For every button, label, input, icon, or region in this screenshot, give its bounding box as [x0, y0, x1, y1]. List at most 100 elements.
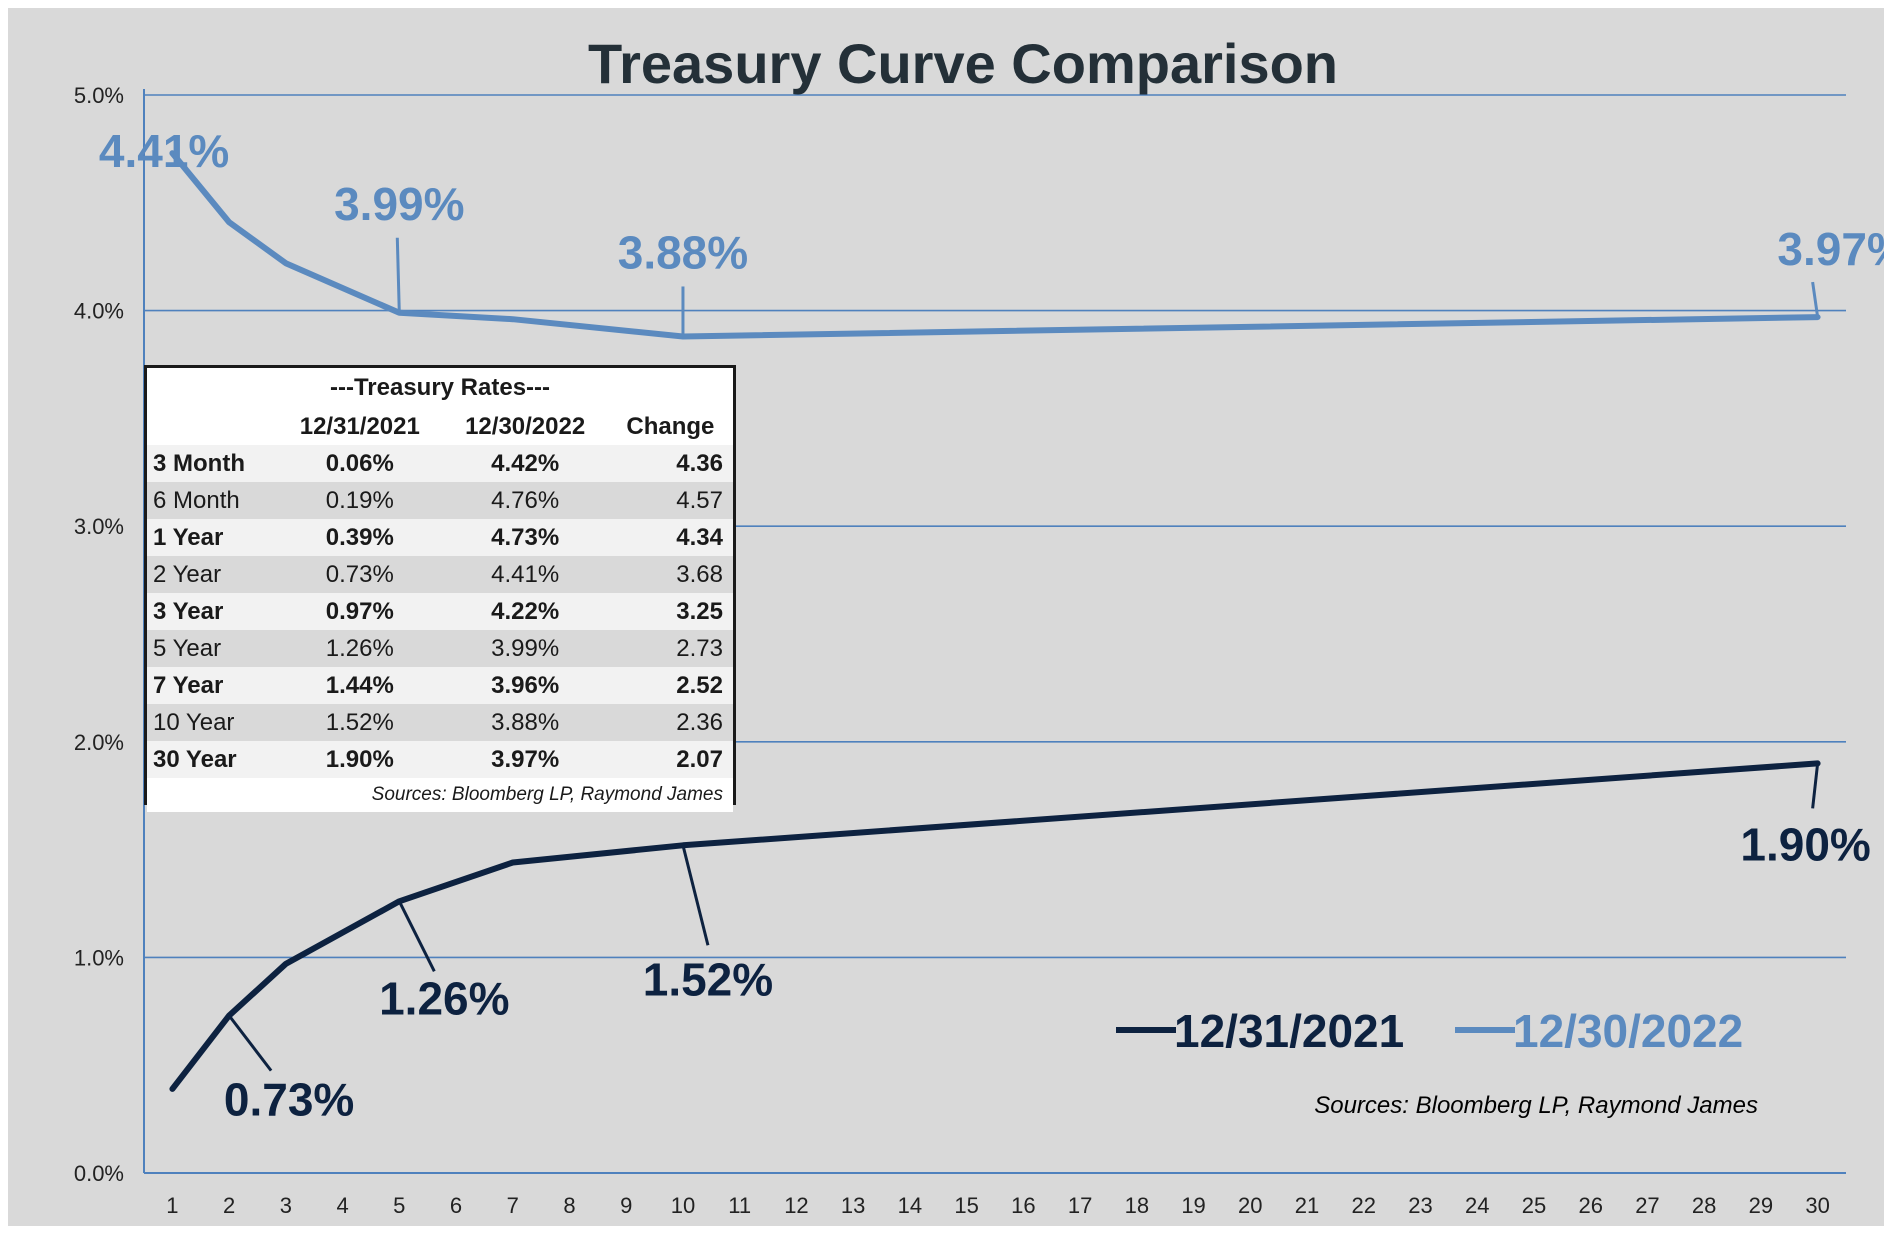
x-tick-label: 14	[898, 1193, 922, 1218]
y-tick-label: 2.0%	[74, 730, 124, 755]
table-cell: 2.36	[607, 704, 733, 741]
table-cell: 3.68	[607, 556, 733, 593]
table-row: 10 Year 1.52% 3.88% 2.36	[147, 704, 733, 741]
table-cell: 0.97%	[277, 593, 443, 630]
table-cell: 3 Month	[147, 445, 278, 482]
y-tick-label: 1.0%	[74, 945, 124, 970]
table-cell: 4.76%	[442, 482, 608, 519]
x-tick-label: 29	[1749, 1193, 1773, 1218]
x-tick-label: 3	[280, 1193, 292, 1218]
y-tick-label: 0.0%	[74, 1161, 124, 1186]
data-point	[511, 317, 515, 321]
table-cell: 2.07	[607, 741, 733, 778]
table-row: 5 Year 1.26% 3.99% 2.73	[147, 630, 733, 667]
x-tick-label: 10	[671, 1193, 695, 1218]
x-tick-label: 22	[1352, 1193, 1376, 1218]
table-header-cell: 12/30/2022	[442, 408, 608, 445]
chart-panel: 0.0% 1.0% 2.0% 3.0% 4.0% 5.0% 1 2 3 4 5 6 7 8 9 10 11 12 1…	[8, 8, 1884, 1226]
legend: 12/31/2021 12/30/2022	[1116, 1005, 1743, 1057]
data-point	[284, 962, 288, 966]
legend-label: 12/30/2022	[1513, 1005, 1743, 1057]
table-cell: 4.36	[607, 445, 733, 482]
x-tick-label: 13	[841, 1193, 865, 1218]
x-tick-label: 8	[563, 1193, 575, 1218]
x-tick-label: 18	[1125, 1193, 1149, 1218]
callout-leader	[1811, 763, 1820, 809]
table-source-row: Sources: Bloomberg LP, Raymond James	[147, 778, 733, 812]
x-tick-label: 28	[1692, 1193, 1716, 1218]
table-source-note: Sources: Bloomberg LP, Raymond James	[147, 778, 733, 812]
data-point	[170, 151, 174, 155]
x-tick-label: 7	[507, 1193, 519, 1218]
table-cell: 5 Year	[147, 630, 278, 667]
x-tick-label: 21	[1295, 1193, 1319, 1218]
table-row: 7 Year 1.44% 3.96% 2.52	[147, 667, 733, 704]
x-tick-label: 15	[954, 1193, 978, 1218]
x-tick-label: 12	[784, 1193, 808, 1218]
x-tick-label: 19	[1181, 1193, 1205, 1218]
callout-label: 3.88%	[618, 226, 748, 278]
x-tick-label: 1	[166, 1193, 178, 1218]
table-cell: 4.22%	[442, 593, 608, 630]
legend-label: 12/31/2021	[1174, 1005, 1404, 1057]
table-cell: 1.26%	[277, 630, 443, 667]
table-cell: 4.42%	[442, 445, 608, 482]
x-tick-label: 23	[1408, 1193, 1432, 1218]
table-row: 3 Month 0.06% 4.42% 4.36	[147, 445, 733, 482]
table-row: 2 Year 0.73% 4.41% 3.68	[147, 556, 733, 593]
rates-table-grid: ---Treasury Rates--- 12/31/2021 12/30/20…	[147, 368, 733, 812]
table-cell: 0.06%	[277, 445, 443, 482]
y-tick-label: 5.0%	[74, 83, 124, 108]
table-row: 3 Year 0.97% 4.22% 3.25	[147, 593, 733, 630]
chart-source-note: Sources: Bloomberg LP, Raymond James	[1314, 1092, 1758, 1119]
table-caption: ---Treasury Rates---	[147, 368, 733, 408]
callout-leader	[395, 237, 401, 313]
table-header-row: 12/31/2021 12/30/2022 Change	[147, 408, 733, 445]
callout-label: 1.52%	[643, 953, 773, 1005]
table-cell: 4.73%	[442, 519, 608, 556]
x-tick-label: 24	[1465, 1193, 1489, 1218]
data-point	[284, 261, 288, 265]
y-tick-label: 4.0%	[74, 299, 124, 324]
callout-label: 3.99%	[334, 178, 464, 230]
x-tick-label: 2	[223, 1193, 235, 1218]
table-row: 30 Year 1.90% 3.97% 2.07	[147, 741, 733, 778]
callout-label: 0.73%	[224, 1074, 354, 1126]
table-cell: 2 Year	[147, 556, 278, 593]
x-tick-label: 4	[336, 1193, 348, 1218]
table-cell: 4.34	[607, 519, 733, 556]
table-cell: 2.52	[607, 667, 733, 704]
table-cell: 6 Month	[147, 482, 278, 519]
table-cell: 4.41%	[442, 556, 608, 593]
table-cell: 3.97%	[442, 741, 608, 778]
callout-label: 1.26%	[379, 972, 509, 1024]
x-tick-label: 9	[620, 1193, 632, 1218]
table-header-cell	[147, 408, 278, 445]
data-point	[170, 1087, 174, 1091]
callout-leader	[397, 900, 436, 973]
data-point	[511, 861, 515, 865]
table-cell: 0.73%	[277, 556, 443, 593]
data-callouts: 0.73% 1.26% 1.52% 1.90% 4.41% 3.99% 3.88% 3.97%	[99, 125, 1884, 1125]
table-cell: 3 Year	[147, 593, 278, 630]
callout-label: 1.90%	[1740, 818, 1870, 870]
table-cell: 3.96%	[442, 667, 608, 704]
axes: 0.0%1.0%2.0%3.0%4.0%5.0%1 2 3 4 5 6 7 8 9 10 11 12 1…	[74, 83, 1846, 1218]
x-tick-label: 16	[1011, 1193, 1035, 1218]
x-tick-label: 11	[728, 1193, 751, 1218]
chart-title: Treasury Curve Comparison	[588, 32, 1338, 95]
x-tick-label: 6	[450, 1193, 462, 1218]
x-tick-label: 27	[1635, 1193, 1659, 1218]
x-tick-label: 26	[1578, 1193, 1602, 1218]
treasury-rates-table: ---Treasury Rates--- 12/31/2021 12/30/20…	[144, 365, 736, 812]
table-cell: 0.39%	[277, 519, 443, 556]
table-row: 6 Month 0.19% 4.76% 4.57	[147, 482, 733, 519]
callout-label: 3.97%	[1777, 223, 1884, 275]
table-cell: 1.90%	[277, 741, 443, 778]
treasury-curve-chart: 0.0%1.0%2.0%3.0%4.0%5.0%1 2 3 4 5 6 7 8 9 10 11 12 1…	[74, 32, 1884, 1218]
table-cell: 30 Year	[147, 741, 278, 778]
table-cell: 0.19%	[277, 482, 443, 519]
table-header-cell: Change	[607, 408, 733, 445]
x-tick-label: 5	[393, 1193, 405, 1218]
callout-label: 4.41%	[99, 125, 229, 177]
